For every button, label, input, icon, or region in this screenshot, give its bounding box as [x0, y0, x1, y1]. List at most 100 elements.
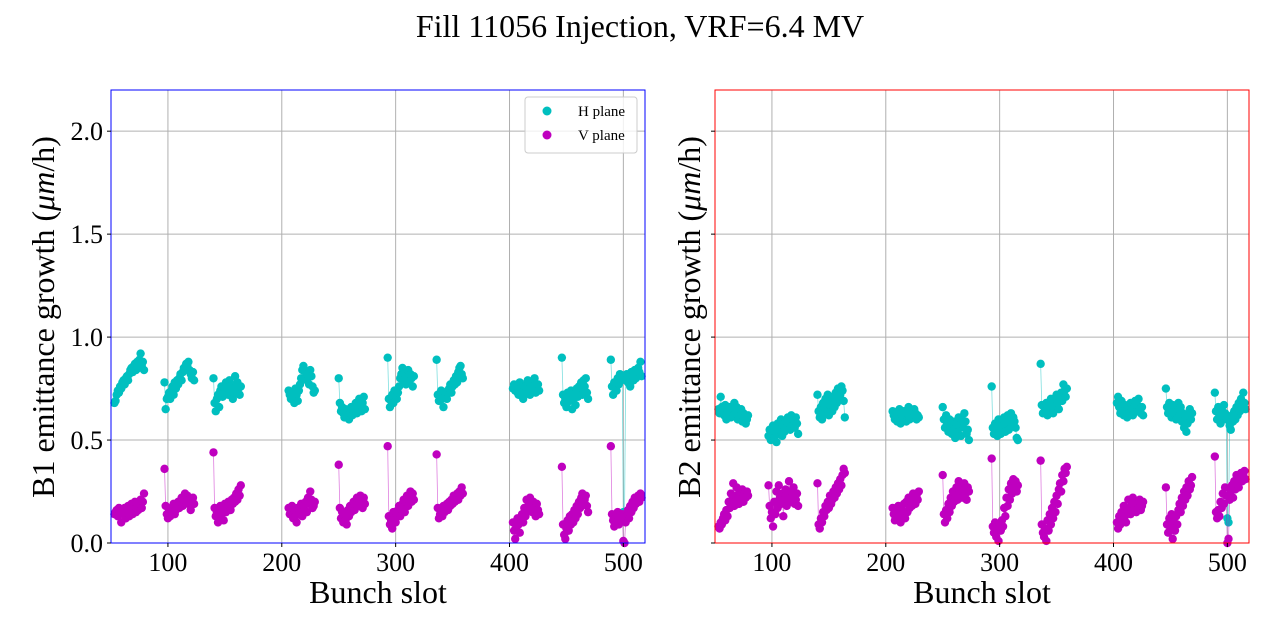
b2-v-plane-point — [1187, 472, 1197, 482]
b1-h-plane-point — [160, 378, 169, 387]
b1-h-plane-point — [625, 382, 635, 391]
b1-v-plane-point — [138, 497, 148, 507]
b1-h-plane-point — [235, 390, 244, 399]
b2-h-plane-point — [1210, 388, 1220, 397]
b2-h-plane-point — [839, 396, 848, 406]
b2-v-plane-point — [1059, 477, 1068, 486]
b1-x-tick-label: 200 — [262, 548, 301, 577]
b2-h-plane-point — [964, 435, 974, 445]
b2-h-plane-point — [1226, 425, 1235, 434]
b1-v-plane-point — [236, 481, 245, 490]
b1-v-plane-point — [310, 497, 320, 507]
b1-panel: 100 200 300 400 500 0.0 0.5 1.0 1.5 2.0 Bunch slo… — [25, 89, 646, 610]
b1-h-plane-point — [432, 355, 441, 364]
b1-h-plane-point — [359, 392, 368, 402]
b2-y-label-pre: B2 emittance growth ( — [671, 211, 707, 498]
b2-v-plane-point — [1042, 536, 1051, 546]
b1-y-tick-label: 2.0 — [71, 117, 104, 146]
b2-h-plane-point — [1054, 404, 1064, 414]
b2-h-plane-point — [772, 437, 781, 447]
legend-h-plane-label: H plane — [578, 104, 625, 120]
b2-v-plane-point — [1168, 534, 1177, 544]
b1-y-label-pre: B1 emittance growth ( — [25, 211, 61, 498]
b2-v-plane-point — [938, 470, 947, 480]
b1-h-plane-point — [442, 394, 452, 404]
b1-y-axis-label: B1 emittance growth (μm/h) — [25, 136, 61, 498]
b1-v-plane-point — [534, 509, 544, 519]
b1-h-plane-point — [583, 394, 593, 404]
b2-ticks: 100 200 300 400 500 — [711, 130, 1247, 577]
legend-box — [524, 96, 638, 154]
b1-v-plane-point — [581, 491, 590, 500]
b2-h-plane-point — [1161, 384, 1171, 393]
b2-v-plane-point — [964, 487, 974, 496]
b2-h-plane-point — [1134, 394, 1143, 404]
b1-h-plane-point — [138, 357, 148, 366]
b1-h-plane-point — [139, 365, 149, 375]
b2-v-plane-point — [764, 481, 773, 490]
b2-v-plane-point — [1138, 497, 1148, 507]
b2-y-label-unit: μm — [671, 172, 707, 212]
b1-v-plane-point — [209, 448, 218, 457]
b2-v-plane-point — [840, 468, 849, 478]
b1-v-plane-point — [561, 534, 570, 544]
b2-h-plane-point — [960, 409, 969, 418]
b2-v-plane-point — [779, 512, 788, 521]
b1-h-plane-point — [408, 382, 417, 391]
b2-v-plane-point — [1056, 487, 1066, 496]
b2-v-plane-point — [723, 512, 732, 521]
b2-x-tick-label: 500 — [1208, 548, 1247, 577]
b2-h-plane-point — [914, 413, 924, 422]
b2-h-plane-point — [1011, 423, 1020, 432]
b1-h-plane-point — [209, 374, 218, 383]
b2-v-plane-point — [962, 495, 971, 504]
b2-h-plane-point — [838, 386, 847, 395]
b1-v-plane-point — [515, 528, 524, 537]
b1-v-plane-point — [360, 499, 370, 509]
b1-h-plane-point — [360, 404, 370, 414]
b1-v-plane-point — [292, 518, 301, 527]
b2-v-plane-point — [1062, 462, 1072, 472]
b2-h-plane-point — [1138, 411, 1148, 420]
b1-v-plane-point — [306, 487, 315, 496]
b2-v-plane-point — [998, 522, 1008, 531]
b2-y-label-post: /h) — [671, 136, 707, 172]
b2-v-plane-point — [1215, 512, 1224, 521]
b2-v-plane-point — [987, 454, 996, 463]
b2-panel: 100 200 300 400 500 Bunch slot B2 emittance … — [671, 89, 1250, 610]
b2-v-plane-point — [1186, 481, 1196, 490]
b2-v-plane-point — [1053, 499, 1062, 509]
b2-h-plane-point — [1182, 427, 1191, 437]
b2-x-tick-label: 200 — [866, 548, 905, 577]
b2-h-plane-point — [813, 390, 822, 399]
b2-v-plane-point — [913, 495, 922, 504]
b2-h-plane-point — [938, 402, 947, 412]
b2-v-plane-point — [793, 501, 803, 511]
b2-v-plane-point — [1241, 474, 1250, 484]
b2-x-tick-label: 100 — [752, 548, 791, 577]
b1-h-plane-point — [293, 396, 302, 406]
b1-h-plane-point — [161, 404, 170, 414]
b2-h-plane-point — [1061, 392, 1070, 402]
b1-v-plane-point — [511, 534, 520, 544]
b2-h-plane-point — [792, 419, 802, 428]
b2-frame — [714, 89, 1250, 544]
b1-v-plane-point — [334, 460, 343, 469]
b1-h-plane-point — [409, 372, 419, 381]
b1-y-tick-label: 1.5 — [71, 220, 104, 249]
b2-v-plane-point — [1210, 452, 1220, 461]
legend-h-plane-marker — [542, 106, 552, 116]
b2-plot-area — [715, 90, 1249, 543]
b1-v-plane-point — [400, 507, 409, 517]
b1-x-tick-label: 100 — [148, 548, 187, 577]
b1-h-plane-point — [581, 374, 590, 383]
legend-v-plane-marker — [542, 130, 552, 140]
b1-h-plane-point — [188, 367, 198, 377]
b1-v-plane-point — [432, 450, 441, 459]
b1-x-tick-label: 300 — [376, 548, 415, 577]
b1-h-plane-point — [334, 374, 343, 383]
b1-y-label-post: /h) — [25, 136, 61, 172]
b2-v-plane-point — [914, 487, 924, 496]
b2-v-plane-point — [1001, 512, 1010, 521]
